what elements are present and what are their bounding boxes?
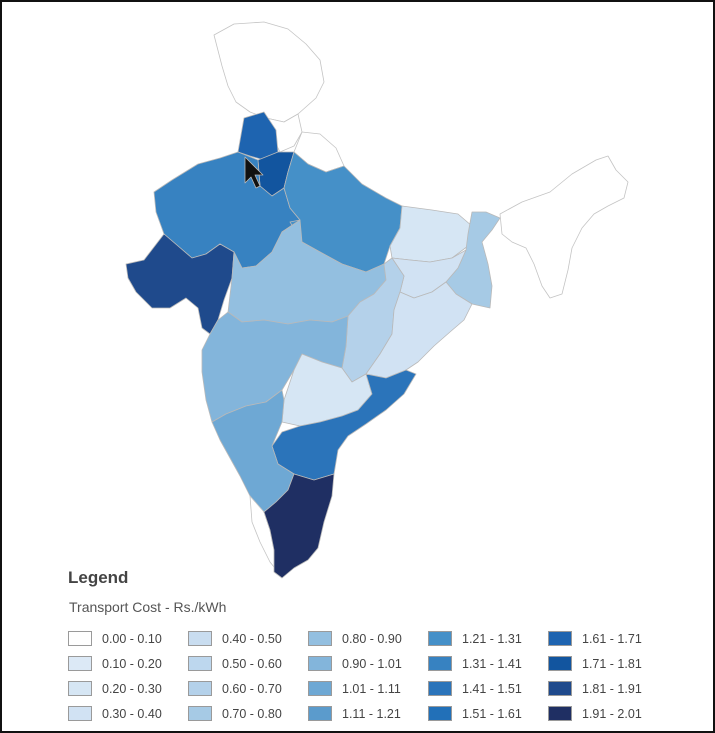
legend-label: 0.30 - 0.40 (102, 706, 162, 721)
legend-swatch (68, 706, 92, 721)
legend-item: 1.81 - 1.91 (548, 676, 668, 701)
legend-swatch (308, 656, 332, 671)
legend-item: 0.70 - 0.80 (188, 701, 308, 726)
legend-item: 0.90 - 1.01 (308, 651, 428, 676)
legend-item: 0.50 - 0.60 (188, 651, 308, 676)
legend-label: 0.00 - 0.10 (102, 631, 162, 646)
legend-swatch (188, 681, 212, 696)
legend-swatch (428, 631, 452, 646)
legend-swatch (68, 631, 92, 646)
legend-subtitle: Transport Cost - Rs./kWh (69, 599, 227, 615)
legend-swatch (188, 631, 212, 646)
legend-item: 0.10 - 0.20 (68, 651, 188, 676)
legend-swatch (308, 706, 332, 721)
legend-title: Legend (68, 568, 129, 587)
legend-label: 1.61 - 1.71 (582, 631, 642, 646)
legend-swatch (428, 706, 452, 721)
legend-grid: 0.00 - 0.10 0.10 - 0.20 0.20 - 0.30 0.30 - … (68, 626, 678, 722)
india-choropleth-map (125, 21, 629, 579)
region-karnataka[interactable] (211, 389, 295, 513)
legend-swatch (548, 681, 572, 696)
legend-item: 1.51 - 1.61 (428, 701, 548, 726)
legend-item: 1.61 - 1.71 (548, 626, 668, 651)
legend-label: 1.21 - 1.31 (462, 631, 522, 646)
legend-swatch (428, 681, 452, 696)
legend-item: 0.80 - 0.90 (308, 626, 428, 651)
legend-label: 0.70 - 0.80 (222, 706, 282, 721)
legend-swatch (548, 706, 572, 721)
legend-swatch (548, 656, 572, 671)
legend-label: 0.60 - 0.70 (222, 681, 282, 696)
legend-label: 1.51 - 1.61 (462, 706, 522, 721)
legend-item: 0.40 - 0.50 (188, 626, 308, 651)
legend-label: 1.81 - 1.91 (582, 681, 642, 696)
region-tamil-nadu[interactable] (263, 473, 335, 579)
legend-swatch (68, 681, 92, 696)
legend-item: 1.11 - 1.21 (308, 701, 428, 726)
legend-item: 0.30 - 0.40 (68, 701, 188, 726)
legend-swatch (428, 656, 452, 671)
legend-swatch (68, 656, 92, 671)
legend-label: 1.41 - 1.51 (462, 681, 522, 696)
legend-item: 1.01 - 1.11 (308, 676, 428, 701)
legend-label: 0.10 - 0.20 (102, 656, 162, 671)
legend-item: 1.41 - 1.51 (428, 676, 548, 701)
legend-swatch (548, 631, 572, 646)
legend-item: 0.20 - 0.30 (68, 676, 188, 701)
region-northeast[interactable] (499, 155, 629, 299)
region-odisha[interactable] (365, 281, 473, 379)
legend-item: 0.00 - 0.10 (68, 626, 188, 651)
legend-label: 0.20 - 0.30 (102, 681, 162, 696)
legend-label: 0.90 - 1.01 (342, 656, 402, 671)
legend-label: 1.01 - 1.11 (342, 681, 401, 696)
legend-swatch (188, 656, 212, 671)
legend-item: 1.21 - 1.31 (428, 626, 548, 651)
legend-item: 1.71 - 1.81 (548, 651, 668, 676)
arrow-cursor-icon (244, 156, 264, 189)
legend-item: 0.60 - 0.70 (188, 676, 308, 701)
legend-item: 1.91 - 2.01 (548, 701, 668, 726)
legend-label: 1.71 - 1.81 (582, 656, 642, 671)
legend-label: 1.11 - 1.21 (342, 706, 401, 721)
legend-swatch (308, 681, 332, 696)
legend-label: 0.80 - 0.90 (342, 631, 402, 646)
legend-label: 1.31 - 1.41 (462, 656, 522, 671)
legend-label: 1.91 - 2.01 (582, 706, 642, 721)
region-gujarat[interactable] (125, 233, 235, 335)
legend-label: 0.40 - 0.50 (222, 631, 282, 646)
legend-item: 1.31 - 1.41 (428, 651, 548, 676)
legend-swatch (308, 631, 332, 646)
legend-swatch (188, 706, 212, 721)
legend-label: 0.50 - 0.60 (222, 656, 282, 671)
region-jammu-kashmir[interactable] (213, 21, 325, 123)
